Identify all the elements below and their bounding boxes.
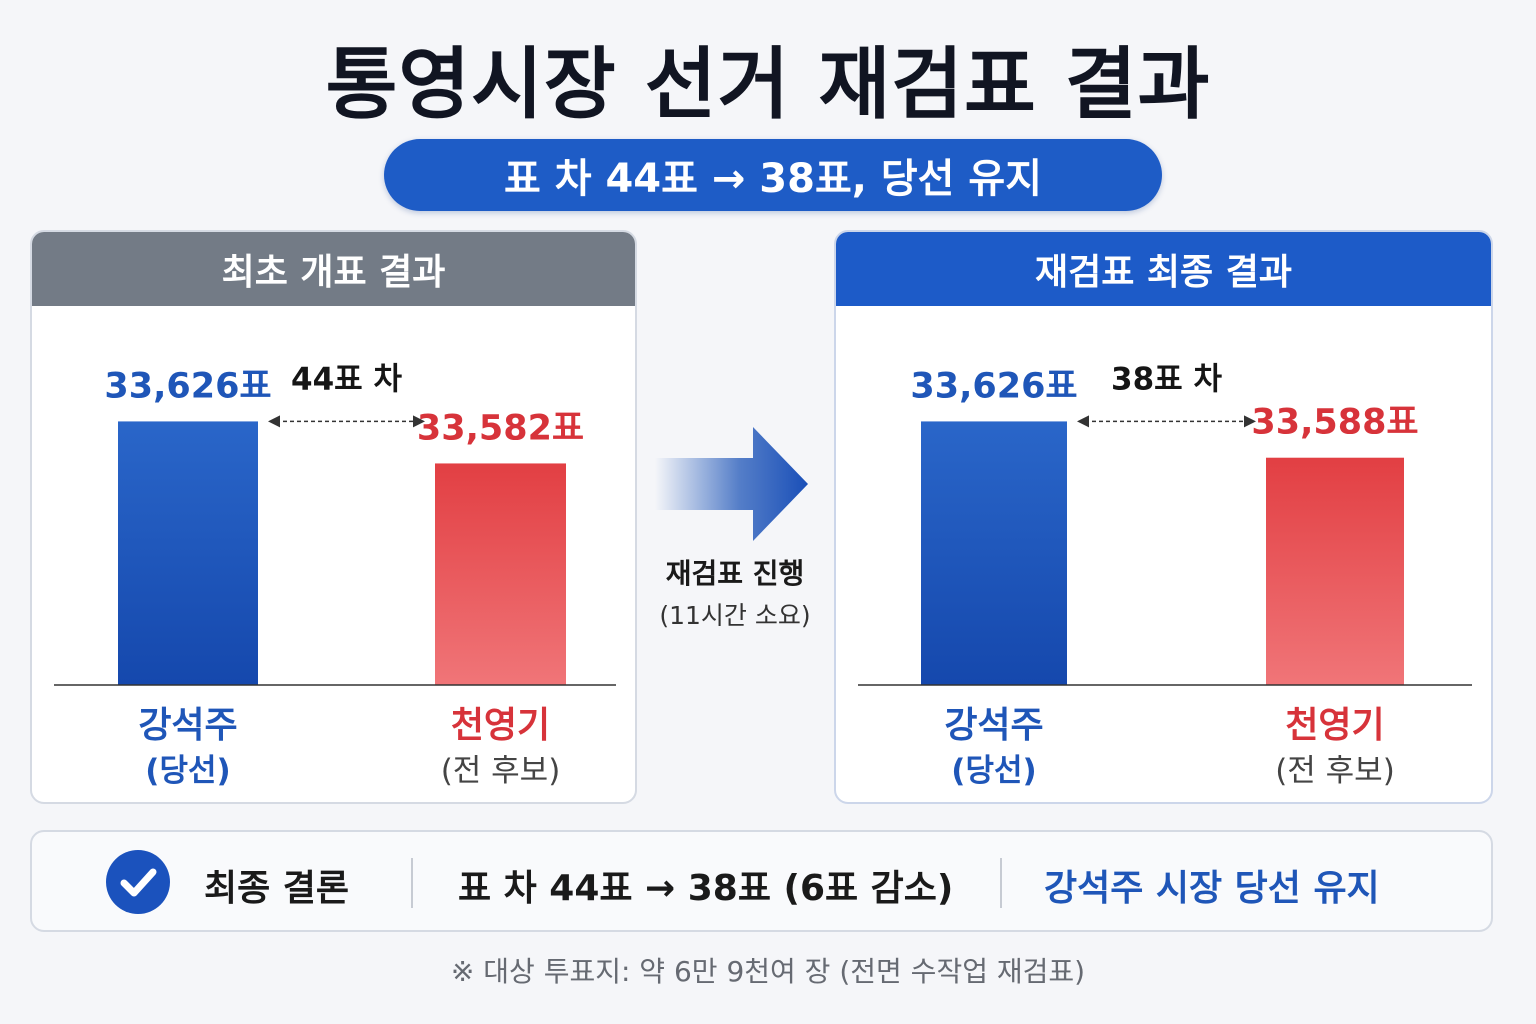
candidate-status: (전 후보): [441, 753, 561, 789]
bar-value-label: 33,626표: [104, 366, 271, 406]
arrowhead-right-icon: [1244, 415, 1256, 428]
candidate-name: 강석주: [138, 705, 237, 746]
difference-label: 38표 차: [1111, 361, 1222, 397]
divider: [1000, 858, 1002, 908]
panel-title: 최초 개표 결과: [32, 232, 635, 306]
conclusion-bar: 최종 결론 표 차 44표 → 38표 (6표 감소) 강석주 시장 당선 유지: [30, 830, 1493, 932]
arrowhead-right-icon: [413, 415, 425, 428]
subtitle-badge: 표 차 44표 → 38표, 당선 유지: [384, 139, 1162, 211]
difference-label: 44표 차: [291, 361, 402, 397]
bar-강석주: [118, 421, 258, 685]
candidate-status: (전 후보): [1275, 753, 1395, 789]
candidate-name: 천영기: [1285, 705, 1384, 746]
footnote: ※ 대상 투표지: 약 6만 9천여 장 (전면 수작업 재검표): [450, 955, 1086, 988]
bar-천영기: [435, 463, 566, 685]
candidate-name: 강석주: [944, 705, 1043, 746]
arrowhead-left-icon: [268, 415, 280, 428]
candidate-status: (당선): [951, 753, 1036, 789]
check-circle-icon: [106, 850, 170, 914]
bar-천영기: [1266, 457, 1404, 685]
vote-difference-summary: 표 차 44표 → 38표 (6표 감소): [458, 868, 954, 909]
bar-value-label: 33,582표: [417, 408, 584, 448]
candidate-status: (당선): [145, 753, 230, 789]
recount-process-label: 재검표 진행: [665, 557, 805, 590]
arrowhead-left-icon: [1077, 415, 1089, 428]
page-title: 통영시장 선거 재검표 결과: [325, 40, 1211, 130]
divider: [411, 858, 413, 908]
recount-duration-label: (11시간 소요): [659, 601, 811, 630]
panel-title: 재검표 최종 결과: [836, 232, 1491, 306]
bar-value-label: 33,588표: [1251, 403, 1418, 443]
bar-강석주: [921, 421, 1067, 685]
candidate-name: 천영기: [451, 705, 550, 746]
final-result-text: 강석주 시장 당선 유지: [1044, 868, 1380, 909]
right-arrow-icon: [655, 427, 808, 541]
bar-value-label: 33,626표: [910, 366, 1077, 406]
conclusion-label: 최종 결론: [204, 868, 350, 909]
